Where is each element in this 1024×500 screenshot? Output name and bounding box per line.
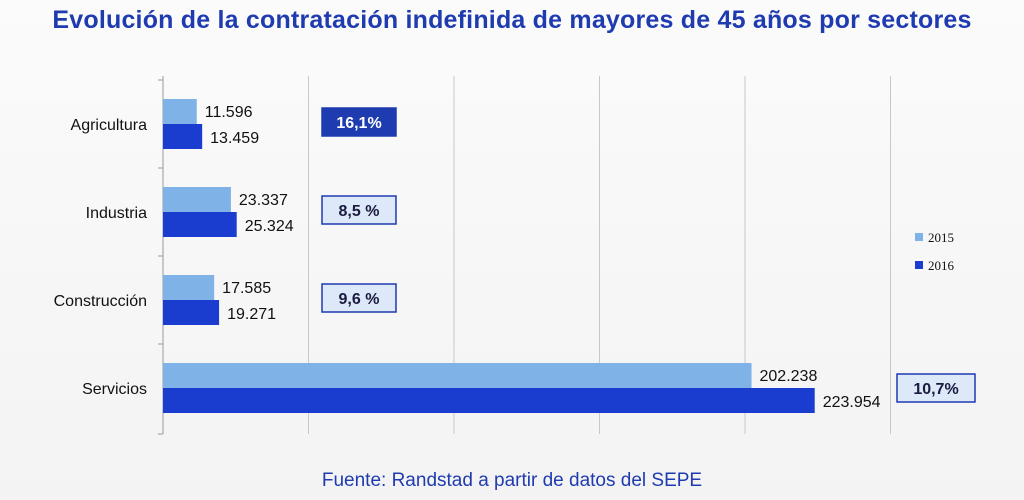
legend-label-2016: 2016 xyxy=(928,258,955,273)
category-label: Agricultura xyxy=(71,117,148,134)
legend-swatch-2016 xyxy=(915,261,923,269)
value-label-2015: 17.585 xyxy=(222,280,271,297)
labels: Agricultura 11.596 13.459 16,1% Industria 23.… xyxy=(54,104,976,411)
bar-2015-servicios xyxy=(163,363,752,388)
bar-2016-industria xyxy=(163,212,237,237)
legend-label-2015: 2015 xyxy=(928,230,954,245)
value-label-2015: 23.337 xyxy=(239,192,288,209)
value-label-2016: 13.459 xyxy=(210,130,259,147)
bars xyxy=(163,99,815,413)
growth-label: 8,5 % xyxy=(339,203,380,220)
value-label-2016: 19.271 xyxy=(227,306,276,323)
growth-badge xyxy=(321,195,397,225)
value-label-2016: 25.324 xyxy=(245,218,294,235)
growth-badge xyxy=(321,283,397,313)
bar-2015-agricultura xyxy=(163,99,197,124)
growth-badge xyxy=(321,107,397,137)
legend-swatch-2015 xyxy=(915,233,923,241)
growth-label: 16,1% xyxy=(336,115,381,132)
legend: 2015 2016 xyxy=(915,230,955,273)
category-label: Servicios xyxy=(82,381,147,398)
bar-2016-agricultura xyxy=(163,124,203,149)
bar-2016-servicios xyxy=(163,388,815,413)
source-note: Fuente: Randstad a partir de datos del S… xyxy=(321,470,703,491)
value-label-2015: 202.238 xyxy=(760,368,818,385)
bar-chart: Agricultura 11.596 13.459 16,1% Industria 23.… xyxy=(54,76,976,435)
value-label-2015: 11.596 xyxy=(205,104,253,121)
category-label: Industria xyxy=(86,205,147,222)
bar-2016-construcción xyxy=(163,300,220,325)
bar-2015-construcción xyxy=(163,275,215,300)
growth-label: 9,6 % xyxy=(339,291,380,308)
bar-2015-industria xyxy=(163,187,231,212)
chart-title: Evolución de la contratación indefinida … xyxy=(52,6,972,34)
growth-badge xyxy=(896,373,976,403)
value-label-2016: 223.954 xyxy=(823,394,881,411)
growth-label: 10,7% xyxy=(913,381,958,398)
category-label: Construcción xyxy=(54,293,147,310)
